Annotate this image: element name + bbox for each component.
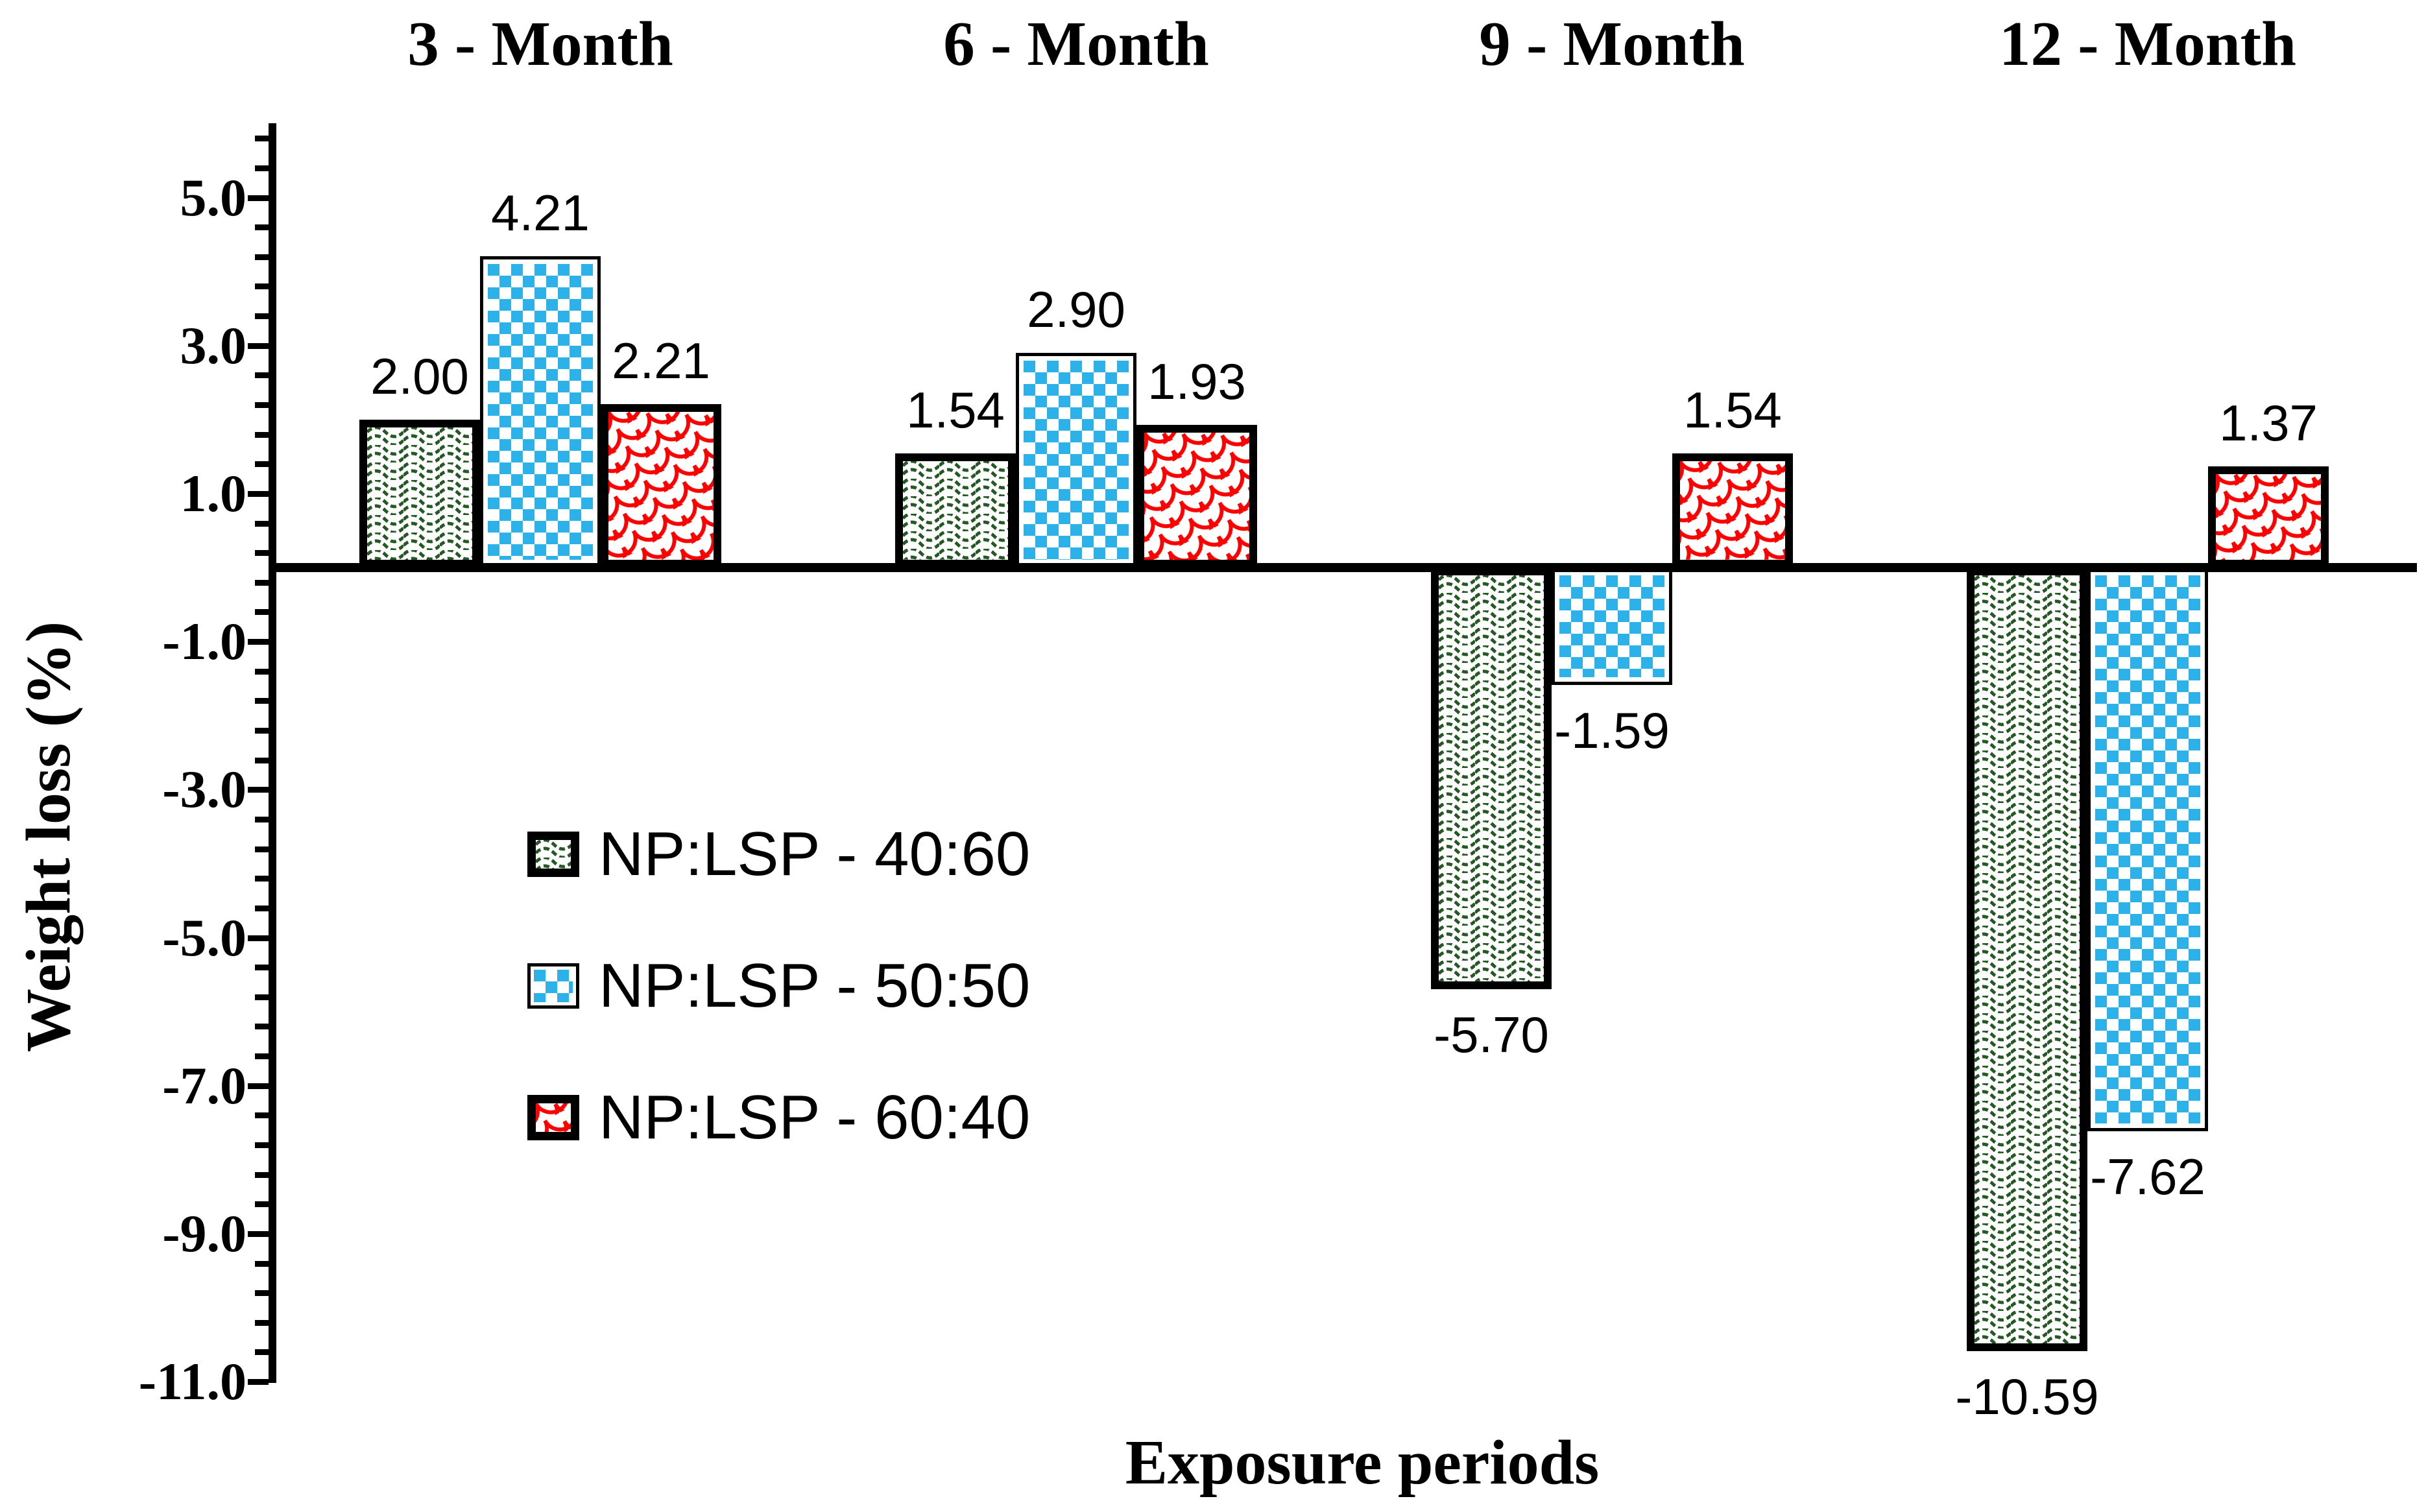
y-axis-minor-tick	[255, 816, 269, 822]
y-axis-minor-tick	[255, 402, 269, 408]
bar-green-wave	[359, 419, 480, 568]
bar-red-scale	[1136, 424, 1257, 568]
y-axis-minor-tick	[255, 965, 269, 971]
bar-blue-checker	[1552, 568, 1672, 686]
value-label: -1.59	[1554, 702, 1670, 760]
y-axis-minor-tick	[255, 136, 269, 142]
bar-blue-checker	[480, 256, 601, 568]
y-axis-major-tick	[248, 935, 269, 941]
y-axis-minor-tick	[255, 994, 269, 1000]
y-axis-tick-label: -1.0	[162, 612, 246, 671]
y-axis-major-tick	[248, 1379, 269, 1386]
value-label: -5.70	[1434, 1006, 1549, 1064]
bar-green-wave	[1431, 568, 1552, 990]
y-axis-minor-tick	[255, 698, 269, 704]
value-label: 1.54	[1683, 381, 1782, 439]
y-axis-minor-tick	[255, 313, 269, 320]
y-axis-major-tick	[248, 195, 269, 201]
y-axis-minor-tick	[255, 461, 269, 468]
value-label: -10.59	[1955, 1368, 2099, 1426]
y-axis-minor-tick	[255, 372, 269, 379]
category-title: 12 - Month	[1999, 9, 2297, 78]
y-axis-major-tick	[248, 342, 269, 349]
y-axis-minor-tick	[255, 1260, 269, 1267]
y-axis-minor-tick	[255, 1201, 269, 1208]
value-label: 1.37	[2219, 394, 2318, 451]
category-title: 9 - Month	[1479, 9, 1745, 78]
value-label: 2.21	[612, 331, 710, 389]
category-title: 3 - Month	[407, 9, 673, 78]
y-axis-tick-label: -9.0	[162, 1203, 246, 1263]
legend-item-label: NP:LSP - 50:50	[599, 951, 1031, 1020]
y-axis-minor-tick	[255, 757, 269, 763]
y-axis-title: Weight loss (%)	[14, 621, 84, 1053]
value-label: 1.54	[906, 381, 1005, 439]
value-label: 2.00	[370, 347, 469, 405]
bar-blue-checker	[1016, 353, 1136, 568]
y-axis-major-tick	[248, 639, 269, 645]
y-axis-minor-tick	[255, 550, 269, 557]
y-axis-minor-tick	[255, 1290, 269, 1297]
y-axis-tick-label: -7.0	[162, 1055, 246, 1115]
y-axis-minor-tick	[255, 1171, 269, 1178]
y-axis-minor-tick	[255, 283, 269, 290]
category-title: 6 - Month	[943, 9, 1209, 78]
y-axis-minor-tick	[255, 1053, 269, 1060]
y-axis-minor-tick	[255, 254, 269, 260]
y-axis-minor-tick	[255, 431, 269, 438]
y-axis-tick-label: -3.0	[162, 760, 246, 819]
y-axis-tick-label: 5.0	[180, 167, 247, 227]
y-axis-tick-label: -5.0	[162, 907, 246, 967]
y-axis-minor-tick	[255, 876, 269, 882]
y-axis-minor-tick	[255, 1349, 269, 1356]
y-axis-minor-tick	[255, 728, 269, 734]
y-axis-minor-tick	[255, 520, 269, 527]
y-axis-minor-tick	[255, 579, 269, 586]
y-axis-minor-tick	[255, 609, 269, 616]
value-label: 4.21	[491, 184, 590, 241]
y-axis-tick-label: 3.0	[180, 315, 247, 375]
y-axis-minor-tick	[255, 1112, 269, 1119]
bar-red-scale	[601, 403, 721, 568]
y-axis-minor-tick	[255, 905, 269, 911]
bar-red-scale	[2208, 466, 2329, 568]
x-axis-title: Exposure periods	[1125, 1428, 1600, 1498]
bar-green-wave	[1967, 568, 2087, 1352]
bar-red-scale	[1672, 453, 1793, 568]
bar-green-wave	[895, 453, 1016, 568]
y-axis-minor-tick	[255, 165, 269, 171]
legend-swatch-red-scale	[527, 1095, 579, 1140]
y-axis-title-wrap: Weight loss (%)	[10, 383, 88, 1291]
y-axis-minor-tick	[255, 1319, 269, 1326]
x-axis-baseline	[269, 563, 2417, 572]
y-axis-major-tick	[248, 787, 269, 793]
bar-blue-checker	[2087, 568, 2208, 1132]
y-axis-minor-tick	[255, 1024, 269, 1030]
y-axis-line	[269, 123, 276, 1383]
legend-item-label: NP:LSP - 40:60	[599, 819, 1031, 889]
value-label: 2.90	[1027, 281, 1125, 339]
legend-swatch-blue-checker	[527, 963, 579, 1009]
y-axis-minor-tick	[255, 224, 269, 231]
legend-swatch-green-wave	[527, 832, 579, 877]
value-label: 1.93	[1147, 352, 1246, 410]
value-label: -7.62	[2090, 1148, 2205, 1206]
y-axis-minor-tick	[255, 668, 269, 675]
y-axis-tick-label: 1.0	[180, 463, 247, 523]
y-axis-major-tick	[248, 490, 269, 497]
y-axis-minor-tick	[255, 1142, 269, 1148]
y-axis-major-tick	[248, 1230, 269, 1237]
y-axis-major-tick	[248, 1083, 269, 1089]
y-axis-minor-tick	[255, 846, 269, 852]
legend-item-label: NP:LSP - 60:40	[599, 1083, 1031, 1152]
y-axis-tick-label: -11.0	[138, 1352, 246, 1411]
